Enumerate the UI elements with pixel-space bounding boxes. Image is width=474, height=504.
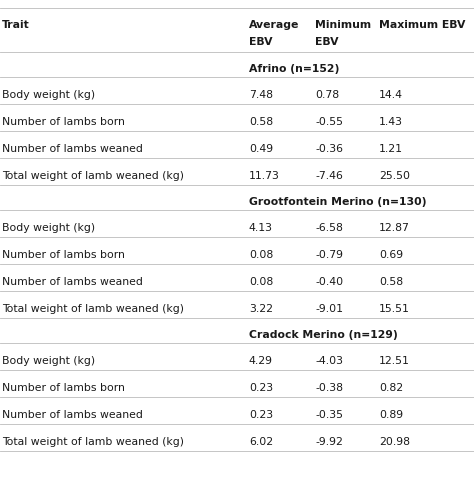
- Text: Body weight (kg): Body weight (kg): [2, 90, 95, 100]
- Text: -0.35: -0.35: [315, 410, 343, 420]
- Text: 3.22: 3.22: [249, 304, 273, 313]
- Text: Maximum EBV: Maximum EBV: [379, 20, 465, 30]
- Text: Minimum: Minimum: [315, 20, 371, 30]
- Text: 1.21: 1.21: [379, 144, 403, 154]
- Text: -7.46: -7.46: [315, 171, 343, 181]
- Text: 7.48: 7.48: [249, 90, 273, 100]
- Text: 0.82: 0.82: [379, 383, 403, 393]
- Text: Cradock Merino (n=129): Cradock Merino (n=129): [249, 330, 398, 340]
- Text: 1.43: 1.43: [379, 117, 403, 127]
- Text: Number of lambs weaned: Number of lambs weaned: [2, 144, 143, 154]
- Text: 12.87: 12.87: [379, 223, 410, 233]
- Text: Grootfontein Merino (n=130): Grootfontein Merino (n=130): [249, 198, 426, 207]
- Text: Afrino (n=152): Afrino (n=152): [249, 65, 339, 75]
- Text: Number of lambs born: Number of lambs born: [2, 383, 125, 393]
- Text: -6.58: -6.58: [315, 223, 343, 233]
- Text: -9.92: -9.92: [315, 436, 343, 447]
- Text: Body weight (kg): Body weight (kg): [2, 223, 95, 233]
- Text: 0.89: 0.89: [379, 410, 403, 420]
- Text: 25.50: 25.50: [379, 171, 410, 181]
- Text: 12.51: 12.51: [379, 356, 410, 366]
- Text: Total weight of lamb weaned (kg): Total weight of lamb weaned (kg): [2, 436, 184, 447]
- Text: Average: Average: [249, 20, 299, 30]
- Text: 0.58: 0.58: [249, 117, 273, 127]
- Text: 0.78: 0.78: [315, 90, 339, 100]
- Text: EBV: EBV: [315, 37, 339, 47]
- Text: -0.38: -0.38: [315, 383, 343, 393]
- Text: 14.4: 14.4: [379, 90, 403, 100]
- Text: -0.36: -0.36: [315, 144, 343, 154]
- Text: 0.69: 0.69: [379, 250, 403, 260]
- Text: 0.58: 0.58: [379, 277, 403, 287]
- Text: 6.02: 6.02: [249, 436, 273, 447]
- Text: 0.08: 0.08: [249, 250, 273, 260]
- Text: Number of lambs born: Number of lambs born: [2, 117, 125, 127]
- Text: 15.51: 15.51: [379, 304, 410, 313]
- Text: Number of lambs weaned: Number of lambs weaned: [2, 410, 143, 420]
- Text: Total weight of lamb weaned (kg): Total weight of lamb weaned (kg): [2, 171, 184, 181]
- Text: Number of lambs weaned: Number of lambs weaned: [2, 277, 143, 287]
- Text: -0.55: -0.55: [315, 117, 343, 127]
- Text: 4.29: 4.29: [249, 356, 273, 366]
- Text: -0.79: -0.79: [315, 250, 343, 260]
- Text: Total weight of lamb weaned (kg): Total weight of lamb weaned (kg): [2, 304, 184, 313]
- Text: 0.08: 0.08: [249, 277, 273, 287]
- Text: 0.49: 0.49: [249, 144, 273, 154]
- Text: -9.01: -9.01: [315, 304, 343, 313]
- Text: 4.13: 4.13: [249, 223, 273, 233]
- Text: 11.73: 11.73: [249, 171, 280, 181]
- Text: 0.23: 0.23: [249, 410, 273, 420]
- Text: -4.03: -4.03: [315, 356, 343, 366]
- Text: EBV: EBV: [249, 37, 273, 47]
- Text: -0.40: -0.40: [315, 277, 343, 287]
- Text: 0.23: 0.23: [249, 383, 273, 393]
- Text: 20.98: 20.98: [379, 436, 410, 447]
- Text: Trait: Trait: [2, 20, 30, 30]
- Text: Number of lambs born: Number of lambs born: [2, 250, 125, 260]
- Text: Body weight (kg): Body weight (kg): [2, 356, 95, 366]
